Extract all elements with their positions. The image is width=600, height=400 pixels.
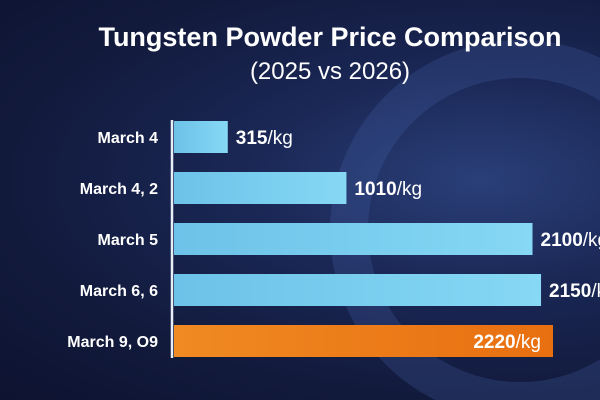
value-label: 2100/kg: [541, 230, 600, 251]
chart-subtitle: (2025 vs 2026): [249, 58, 411, 85]
chart-title: Tungsten Powder Price Comparison: [98, 22, 562, 52]
value-label: 1010/kg: [354, 179, 422, 200]
category-label: March 5: [98, 232, 159, 249]
value-label: 2220/kg: [473, 332, 541, 353]
bar: [174, 223, 533, 255]
value-label: 315/kg: [236, 128, 293, 149]
category-label: March 4: [98, 130, 159, 147]
category-label: March 6, 6: [80, 283, 158, 300]
category-label: March 9, O9: [67, 334, 158, 351]
bar: [174, 274, 542, 306]
category-label: March 4, 2: [80, 181, 158, 198]
bar: [174, 325, 553, 357]
value-label: 2150/kg: [549, 281, 600, 302]
bar: [174, 172, 347, 204]
bar: [174, 121, 228, 153]
